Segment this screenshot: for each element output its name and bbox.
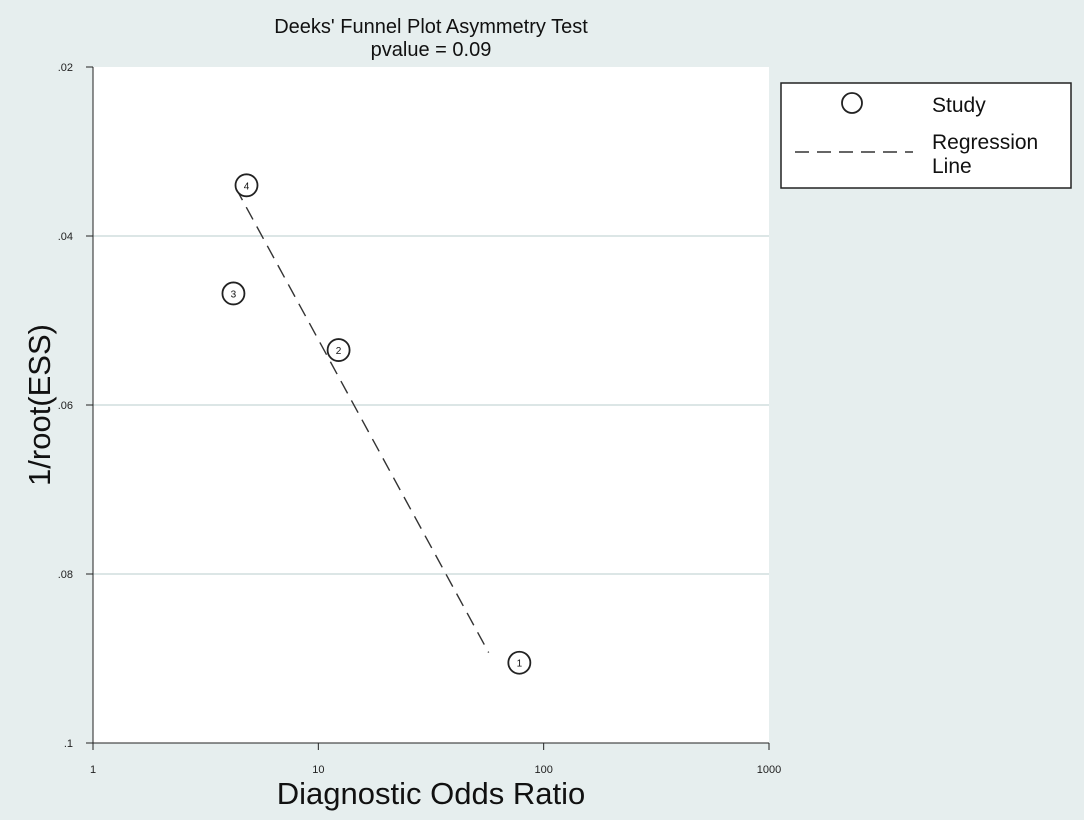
regression-line xyxy=(235,187,490,653)
legend-study-label: Study xyxy=(932,94,986,117)
study-label: 3 xyxy=(231,289,237,300)
study-point: 4 xyxy=(234,173,259,198)
y-tick-label: .02 xyxy=(58,62,73,74)
data-points: 1 2 3 4 xyxy=(221,173,532,675)
legend-regression-label-1: Regression xyxy=(932,131,1038,154)
x-tick-label: 1000 xyxy=(757,764,781,776)
x-tick-label: 10 xyxy=(312,764,324,776)
legend-box xyxy=(780,82,1072,189)
legend-study-marker xyxy=(841,92,863,114)
x-axis-title: Diagnostic Odds Ratio xyxy=(277,776,585,811)
study-label: 4 xyxy=(244,181,250,192)
axes: .02 .04 .06 .08 .1 1 10 100 1000 xyxy=(58,62,782,776)
y-tick-label: .1 xyxy=(64,738,73,750)
y-tick-label: .08 xyxy=(58,569,73,581)
y-tick-label: .06 xyxy=(58,400,73,412)
legend-regression-label-2: Line xyxy=(932,155,972,178)
study-point: 1 xyxy=(507,650,532,675)
study-label: 2 xyxy=(336,346,342,357)
chart-subtitle: pvalue = 0.09 xyxy=(371,39,492,61)
study-point: 2 xyxy=(326,338,351,362)
y-tick-label: .04 xyxy=(58,231,73,243)
legend: Study Regression Line xyxy=(780,82,1072,189)
study-marker xyxy=(326,338,351,362)
regression-line-group xyxy=(235,187,490,653)
study-marker xyxy=(234,173,259,198)
x-tick-label: 100 xyxy=(534,764,552,776)
study-marker xyxy=(507,650,532,675)
chart-title: Deeks' Funnel Plot Asymmetry Test xyxy=(274,16,588,38)
study-label: 1 xyxy=(517,659,523,670)
gridlines xyxy=(93,235,769,575)
study-point: 3 xyxy=(221,281,246,306)
x-tick-label: 1 xyxy=(90,764,96,776)
study-marker xyxy=(221,281,246,306)
y-axis-title: 1/root(ESS) xyxy=(22,324,57,486)
